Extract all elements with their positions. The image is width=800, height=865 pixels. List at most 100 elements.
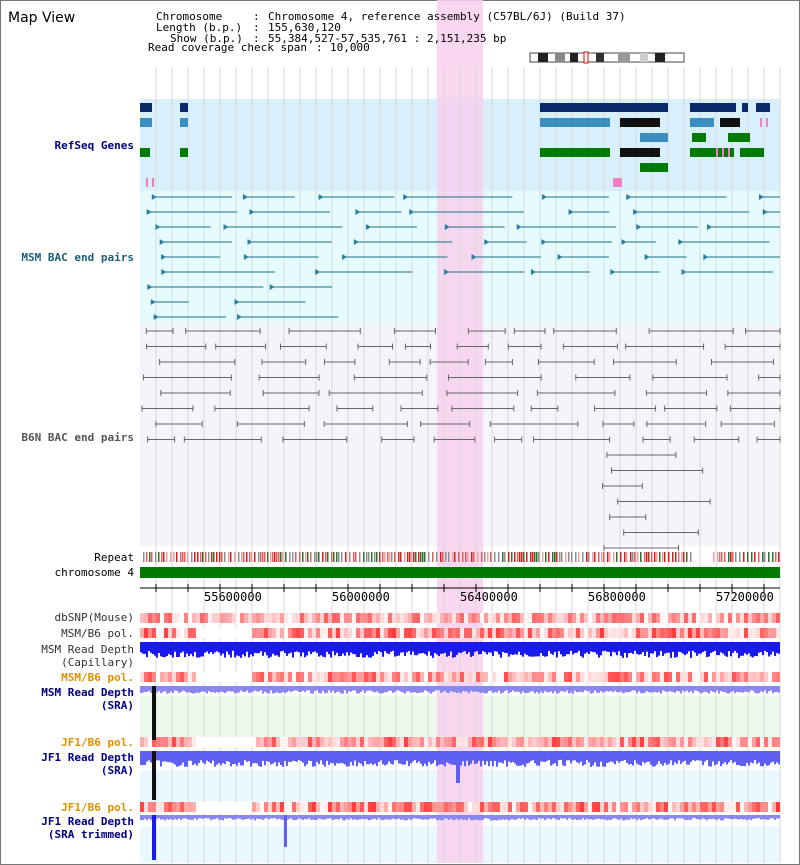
repeat-element	[578, 552, 580, 562]
read-depth-bar	[506, 686, 508, 691]
repeat-element	[163, 552, 165, 562]
read-depth-bar	[210, 815, 212, 821]
read-depth-bar	[480, 815, 482, 821]
polymorphism-cell	[728, 672, 732, 682]
read-depth-bar	[536, 751, 538, 766]
read-depth-bar	[642, 642, 644, 653]
read-depth-bar	[188, 686, 190, 693]
read-depth-bar	[250, 815, 252, 820]
read-depth-bar	[752, 686, 754, 691]
polymorphism-cell	[532, 737, 536, 747]
read-depth-bar	[774, 751, 776, 765]
read-depth-bar	[384, 642, 386, 652]
polymorphism-cell	[204, 802, 208, 812]
polymorphism-cell	[660, 672, 664, 682]
track-label-jf1-b6-pol-2[interactable]: JF1/B6 pol.	[61, 801, 134, 814]
read-depth-bar	[402, 686, 404, 693]
repeat-element	[762, 552, 764, 562]
read-depth-bar	[568, 642, 570, 655]
read-depth-bar	[260, 642, 262, 652]
bac-end-marker	[703, 254, 709, 260]
read-depth-bar	[262, 815, 264, 820]
read-depth-bar	[458, 815, 460, 821]
polymorphism-cell	[760, 802, 764, 812]
read-depth-bar	[772, 642, 774, 652]
polymorphism-cell	[700, 672, 704, 682]
read-depth-bar	[468, 751, 470, 766]
read-depth-bar	[676, 642, 678, 657]
repeat-element	[200, 552, 202, 562]
polymorphism-cell	[752, 802, 756, 812]
polymorphism-cell	[528, 628, 532, 638]
polymorphism-cell	[436, 628, 440, 638]
read-depth-bar	[474, 686, 476, 692]
read-depth-bar	[526, 815, 528, 819]
polymorphism-cell	[644, 628, 648, 638]
track-label-repeat[interactable]: Repeat	[94, 551, 134, 564]
polymorphism-cell	[760, 628, 764, 638]
repeat-element	[458, 552, 460, 562]
read-depth-bar	[266, 642, 268, 656]
track-label-refseq[interactable]: RefSeq Genes	[54, 139, 134, 152]
polymorphism-cell	[688, 802, 692, 812]
read-depth-bar	[282, 686, 284, 692]
read-depth-bar	[250, 686, 252, 693]
read-depth-bar	[232, 815, 234, 820]
read-depth-bar	[482, 751, 484, 761]
polymorphism-cell	[452, 672, 456, 682]
read-depth-bar	[162, 751, 164, 762]
polymorphism-cell	[676, 737, 680, 747]
read-depth-bar	[492, 751, 494, 767]
track-label-msm-depth-capillary[interactable]: MSM Read Depth	[41, 643, 134, 656]
polymorphism-cell	[588, 737, 592, 747]
polymorphism-cell	[436, 737, 440, 747]
read-depth-bar	[502, 815, 504, 820]
track-label-jf1-b6-pol-1[interactable]: JF1/B6 pol.	[61, 736, 134, 749]
polymorphism-cell	[460, 737, 464, 747]
track-label-b6n-bac[interactable]: B6N BAC end pairs	[21, 431, 134, 444]
polymorphism-cell	[236, 672, 240, 682]
repeat-element	[739, 552, 741, 562]
polymorphism-cell	[472, 737, 476, 747]
polymorphism-cell	[628, 613, 632, 623]
track-label-jf1-depth-sra[interactable]: JF1 Read Depth	[41, 751, 134, 764]
polymorphism-cell	[772, 802, 776, 812]
read-depth-bar	[728, 642, 730, 652]
read-depth-bar	[364, 815, 366, 820]
read-depth-bar	[208, 815, 210, 819]
read-depth-bar	[736, 751, 738, 766]
polymorphism-cell	[464, 613, 468, 623]
read-depth-bar	[418, 642, 420, 654]
track-label-msm-depth-sra[interactable]: MSM Read Depth	[41, 686, 134, 699]
read-depth-bar	[588, 815, 590, 820]
read-depth-bar	[236, 751, 238, 766]
polymorphism-cell	[732, 628, 736, 638]
refseq-gene	[540, 148, 610, 157]
read-depth-bar	[412, 751, 414, 762]
polymorphism-cell	[728, 628, 732, 638]
read-depth-spike	[152, 686, 156, 740]
refseq-gene	[540, 103, 668, 112]
track-label-msm-b6-pol-1[interactable]: MSM/B6 pol.	[61, 627, 134, 640]
polymorphism-cell	[712, 802, 716, 812]
track-label-dbsnp[interactable]: dbSNP(Mouse)	[54, 611, 134, 624]
track-label-msm-bac[interactable]: MSM BAC end pairs	[21, 251, 134, 264]
polymorphism-cell	[520, 628, 524, 638]
polymorphism-cell	[264, 613, 268, 623]
polymorphism-cell	[360, 802, 364, 812]
track-label-msm-b6-pol-2[interactable]: MSM/B6 pol.	[61, 671, 134, 684]
read-depth-bar	[760, 642, 762, 653]
read-depth-bar	[174, 751, 176, 765]
read-depth-bar	[744, 686, 746, 692]
polymorphism-cell	[684, 672, 688, 682]
repeat-element	[338, 552, 340, 562]
polymorphism-cell	[180, 737, 184, 747]
track-label-jf1-depth-trimmed[interactable]: JF1 Read Depth	[41, 815, 134, 828]
read-depth-bar	[556, 642, 558, 658]
read-depth-bar	[632, 751, 634, 766]
polymorphism-cell	[300, 737, 304, 747]
read-depth-bar	[256, 751, 258, 764]
read-depth-bar	[710, 751, 712, 767]
repeat-element	[176, 552, 178, 562]
polymorphism-cell	[716, 613, 720, 623]
